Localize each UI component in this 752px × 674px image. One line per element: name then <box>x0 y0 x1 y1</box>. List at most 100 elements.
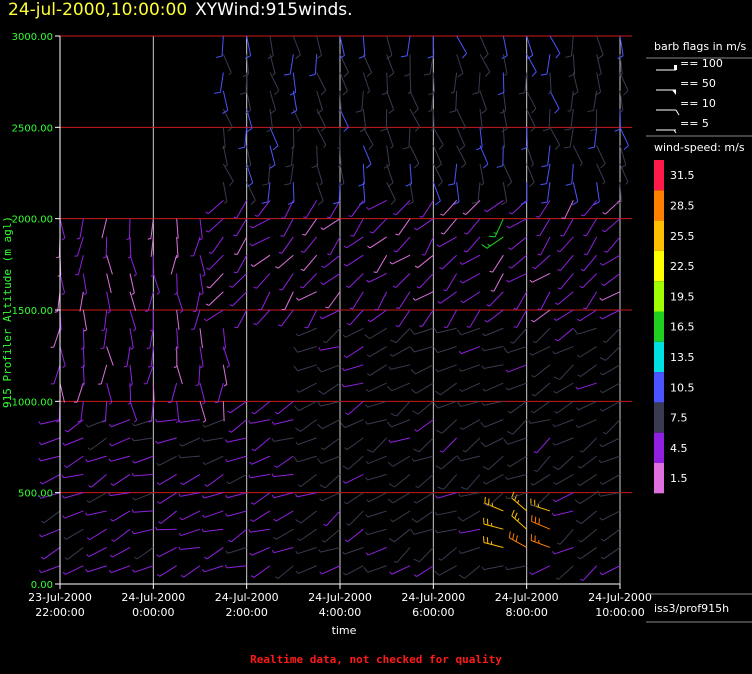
wind-barb <box>456 400 481 407</box>
barb-staff <box>554 437 574 446</box>
barb-staff <box>101 218 108 239</box>
wind-barb <box>62 437 84 446</box>
barb-half-flag <box>366 373 371 376</box>
wind-barb <box>386 181 396 205</box>
barb-staff <box>392 455 411 467</box>
wind-barb <box>56 236 61 259</box>
wind-barb <box>482 327 504 337</box>
quality-note: Realtime data, not checked for quality <box>250 653 502 666</box>
barb-flag <box>511 509 515 517</box>
wind-barb <box>106 273 112 294</box>
barb-half-flag <box>155 526 158 530</box>
barb-flag <box>274 90 280 96</box>
barb-flag <box>518 91 526 95</box>
barb-legend-item: == 10 <box>656 97 716 116</box>
barb-half-flag <box>557 542 561 545</box>
wind-barb <box>508 236 527 250</box>
barb-half-flag <box>132 423 135 427</box>
barb-staff <box>559 364 574 380</box>
wind-barb <box>206 254 224 270</box>
barb-staff <box>416 492 434 504</box>
barb-staff <box>489 291 504 307</box>
barb-staff <box>111 565 131 574</box>
barb-half-flag <box>462 126 466 130</box>
grid-lines <box>60 35 632 584</box>
barb-half-flag <box>348 215 352 218</box>
wind-barb <box>526 145 534 167</box>
barb-staff <box>619 35 624 56</box>
wind-barb <box>577 364 597 377</box>
barb-staff <box>67 419 84 433</box>
barb-staff <box>368 492 387 503</box>
barb-flag <box>435 465 442 470</box>
wind-barb <box>226 473 247 485</box>
barb-half-flag <box>601 229 606 233</box>
barb-staff <box>106 291 111 312</box>
wind-barb <box>246 181 256 205</box>
barb-staff <box>219 72 224 93</box>
barb-staff <box>82 328 85 349</box>
barb-staff <box>524 72 528 93</box>
barb-legend-label: == 100 <box>680 57 723 70</box>
barb-staff <box>601 309 621 320</box>
wind-barb <box>449 90 458 113</box>
wind-barb <box>366 273 387 283</box>
barb-half-flag <box>101 329 105 332</box>
barb-staff <box>273 419 294 425</box>
wind-barb <box>228 528 247 543</box>
barb-half-flag <box>508 247 512 250</box>
barb-staff <box>438 565 457 576</box>
barb-half-flag <box>158 521 162 524</box>
wind-barb <box>565 163 574 186</box>
barb-half-flag <box>600 556 604 560</box>
barb-half-flag <box>555 577 559 580</box>
wind-barb <box>178 528 201 537</box>
barb-half-flag <box>319 498 323 502</box>
barb-flag <box>366 449 373 453</box>
barb-legend-tick <box>675 109 680 116</box>
barb-staff <box>547 145 551 166</box>
barb-staff <box>559 236 574 253</box>
barb-staff <box>511 497 527 512</box>
wind-barb <box>388 528 411 543</box>
barb-staff <box>362 127 374 146</box>
wind-barb <box>542 109 551 132</box>
barb-staff <box>246 181 256 201</box>
wind-barb <box>342 455 364 470</box>
barb-half-flag <box>533 451 537 454</box>
barb-flag <box>250 199 256 205</box>
wind-barb <box>577 309 597 322</box>
wind-barb <box>278 309 294 327</box>
barb-half-flag <box>367 245 371 249</box>
wind-barb <box>583 218 598 237</box>
barb-staff <box>585 291 598 310</box>
barb-staff <box>619 127 629 146</box>
barb-staff <box>533 309 551 323</box>
barb-half-flag <box>556 250 561 253</box>
barb-half-flag <box>250 502 255 505</box>
barb-flag <box>459 145 466 151</box>
barb-staff <box>236 254 248 274</box>
wind-barb <box>358 163 365 187</box>
wind-barb <box>436 419 458 434</box>
wind-barb <box>531 382 551 397</box>
barb-flag <box>411 388 417 394</box>
wind-barb <box>529 492 551 507</box>
barb-staff <box>362 54 373 73</box>
barb-half-flag <box>389 261 393 265</box>
barb-half-flag <box>548 92 552 95</box>
barb-staff <box>296 492 317 498</box>
barb-half-flag <box>225 564 228 569</box>
barb-half-flag <box>560 234 564 237</box>
wind-barb <box>483 536 504 548</box>
barb-half-flag <box>552 499 556 503</box>
barb-staff <box>369 327 387 340</box>
wind-barb <box>323 327 341 344</box>
barb-staff <box>230 528 247 543</box>
barb-staff <box>346 346 364 358</box>
barb-flag <box>222 109 228 115</box>
wind-barb <box>98 364 108 385</box>
barb-staff <box>326 510 341 526</box>
wind-barb <box>250 510 271 522</box>
barb-staff <box>87 419 107 428</box>
